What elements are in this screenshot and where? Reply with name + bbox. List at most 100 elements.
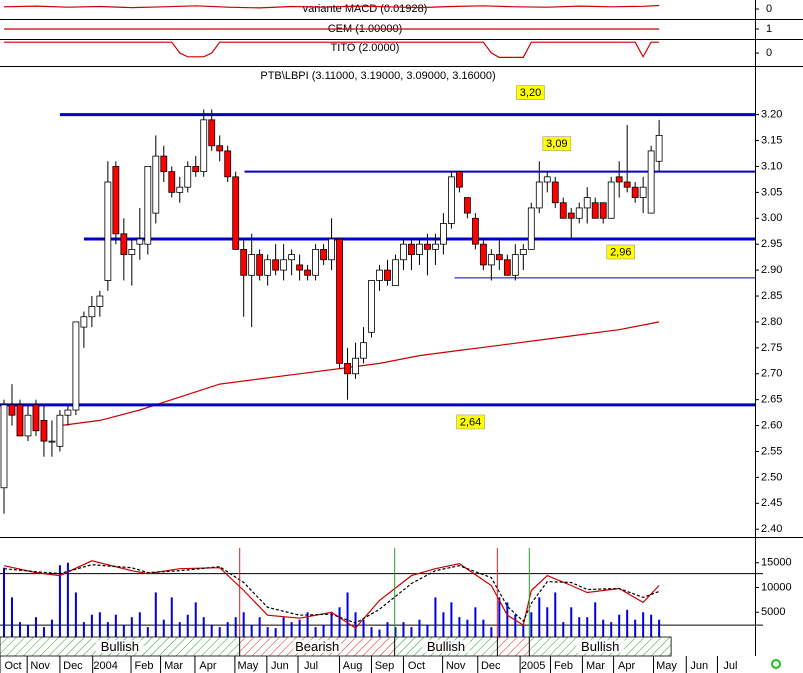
candle-body: [432, 243, 439, 250]
volume-bar: [642, 612, 645, 637]
volume-bar: [242, 612, 245, 637]
volume-bar: [50, 619, 53, 637]
volume-bar: [130, 617, 133, 637]
volume-bar: [90, 614, 93, 637]
line-series: [3, 560, 660, 629]
volume-bar: [74, 592, 77, 637]
candle-body: [208, 119, 216, 147]
pane-title: variante MACD (0.01928): [303, 3, 428, 15]
candle-body: [400, 243, 407, 261]
candle-body: [487, 254, 495, 266]
candle-body: [224, 150, 232, 178]
candle-body: [424, 243, 431, 250]
candle-body: [304, 269, 311, 276]
candle-body: [376, 269, 383, 281]
volume-bar: [10, 597, 13, 637]
volume-bar: [282, 617, 285, 637]
annotation-label: 2,96: [610, 246, 631, 258]
candle-body: [511, 254, 519, 276]
candle-body: [296, 264, 304, 271]
y-tick-label: 1: [766, 23, 772, 35]
candle-body: [471, 217, 479, 245]
y-tick-label: 2.45: [761, 497, 782, 509]
y-tick-label: 5000: [761, 606, 785, 618]
y-tick-label: 2.40: [761, 523, 782, 535]
y-tick-label: 3.05: [761, 186, 782, 198]
candle-body: [599, 202, 607, 219]
segment-label: Bullish: [101, 639, 139, 654]
candle-body: [256, 254, 264, 276]
candle-body: [56, 414, 64, 447]
volume-bar: [458, 617, 461, 637]
volume-bar: [618, 614, 621, 637]
volume-bar: [634, 619, 637, 637]
candle-body: [448, 176, 455, 224]
candle-body: [607, 181, 615, 219]
volume-bar: [322, 624, 325, 637]
candle-body: [192, 166, 200, 173]
candle-body: [352, 357, 359, 375]
volume-bar: [106, 622, 109, 637]
volume-bar: [610, 622, 613, 637]
x-tick-label: Feb: [135, 660, 154, 672]
volume-bar: [506, 602, 509, 637]
y-tick-label: 2.80: [761, 316, 782, 328]
line-series: [3, 4, 660, 9]
x-tick-label: Mar: [164, 660, 183, 672]
x-tick-label: 2004: [93, 660, 117, 672]
segment-label-bg: [422, 640, 471, 653]
y-tick-label: 2.85: [761, 290, 782, 302]
volume-bar: [186, 614, 189, 637]
x-tick-label: Jul: [304, 660, 318, 672]
candle-body: [647, 150, 655, 214]
volume-bar: [410, 627, 413, 637]
candle-body: [559, 202, 567, 219]
trend-segment: [496, 636, 530, 657]
volume-bar: [290, 622, 293, 637]
volume-bar: [114, 614, 117, 637]
volume-bar: [346, 592, 349, 637]
volume-bar: [138, 612, 141, 637]
volume-bar: [586, 617, 589, 637]
candle-body: [80, 316, 88, 328]
volume-bar: [202, 617, 205, 637]
candle-body: [120, 233, 128, 255]
y-tick-label: 3.00: [761, 212, 782, 224]
candle-body: [503, 259, 511, 276]
candle-body: [232, 176, 240, 250]
candle-body: [104, 181, 112, 281]
y-tick-label: 2.55: [761, 445, 782, 457]
candle-body: [0, 404, 8, 489]
candle-body: [368, 280, 375, 333]
candle-body: [16, 404, 24, 437]
volume-bar: [554, 592, 557, 637]
candle-body: [8, 404, 16, 416]
candle-body: [416, 243, 423, 255]
volume-bar: [538, 597, 541, 637]
volume-bar: [442, 612, 445, 637]
volume-bar: [194, 602, 197, 637]
volume-bar: [546, 607, 549, 637]
y-tick-label: 2.90: [761, 264, 782, 276]
candle-body: [272, 259, 280, 271]
volume-bar: [266, 627, 269, 637]
volume-bar: [162, 619, 165, 637]
candle-body: [160, 155, 168, 173]
volume-bar: [482, 619, 485, 637]
volume-bar: [394, 627, 397, 637]
annotation-box: [456, 414, 485, 430]
volume-bar: [210, 624, 213, 637]
candle-body: [535, 181, 543, 209]
volume-bar: [594, 602, 597, 637]
y-tick-label: 15000: [761, 557, 792, 569]
volume-bar: [170, 597, 173, 637]
y-tick-label: 3.10: [761, 160, 782, 172]
y-tick-label: 2.65: [761, 394, 782, 406]
segment-label-bg: [293, 640, 342, 653]
volume-bar: [578, 617, 581, 637]
y-tick-label: 0: [766, 3, 772, 15]
candle-body: [128, 248, 136, 255]
annotation-label: 3,09: [546, 138, 567, 150]
